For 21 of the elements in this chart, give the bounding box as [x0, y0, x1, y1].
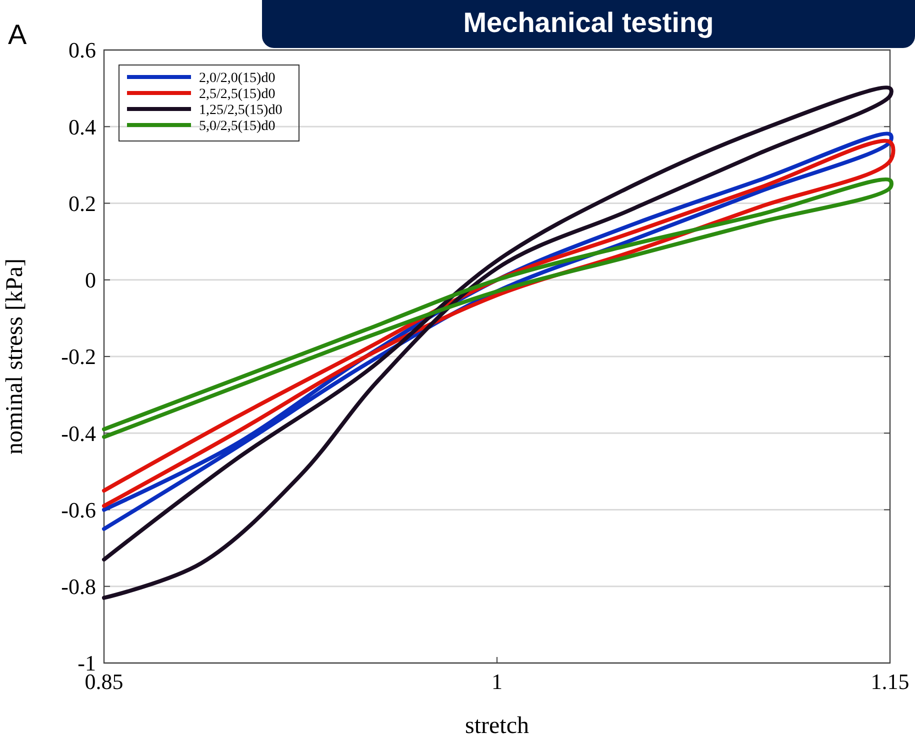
line-series [102, 177, 892, 439]
text: A [8, 19, 27, 50]
y-tick-label: -0.2 [61, 344, 96, 370]
y-tick-label: -0.6 [61, 497, 96, 522]
y-tick-label: 0.4 [68, 114, 96, 140]
y-tick-label: -0.4 [61, 420, 96, 446]
legend-label: 5,0/2,5(15)d0 [199, 118, 276, 134]
legend-label: 2,0/2,0(15)d0 [199, 70, 276, 86]
x-tick-label: 0.85 [84, 669, 124, 694]
chart-title: Mechanical testing [463, 7, 714, 38]
y-tick-label: 0 [85, 268, 96, 293]
y-tick-label: -0.8 [61, 574, 96, 600]
legend-label: 2,5/2,5(15)d0 [199, 86, 276, 102]
x-tick-label: 1.15 [870, 669, 910, 694]
line-series [102, 86, 892, 600]
x-tick-label: 1 [492, 669, 502, 694]
legend-label: 1,25/2,5(15)d0 [199, 102, 282, 118]
y-tick-label: 0.6 [68, 38, 96, 63]
y-tick-label: 0.2 [68, 190, 96, 216]
x-axis-title: stretch [465, 713, 529, 739]
y-axis-title: nominal stress [kPa] [2, 258, 28, 454]
